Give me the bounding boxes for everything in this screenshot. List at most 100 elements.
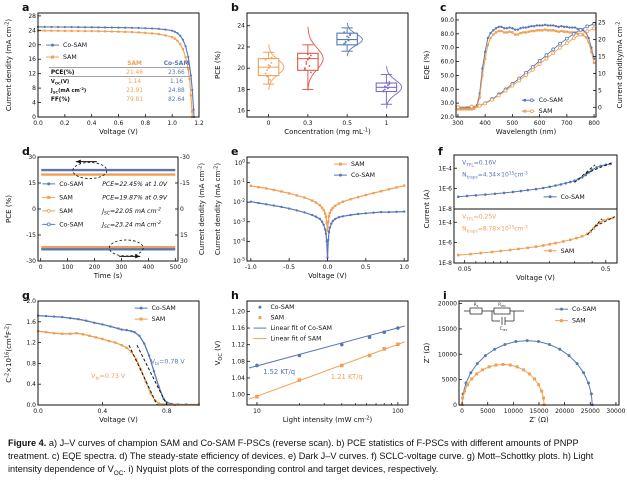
svg-text:0.5: 0.5 (342, 120, 352, 127)
panel-c-chart: c 300 400 500 600 700 800 20.0 30.0 40.0 50.0 60.0 7… (423, 1, 624, 136)
svg-text:1.52 KT/q: 1.52 KT/q (263, 368, 295, 376)
panel-d-chart: d 0 100 200 300 400 500 -30 -15 0 15 30 -30 -15 0 15 30 C… (5, 145, 206, 280)
svg-text:1.0: 1.0 (167, 120, 177, 127)
svg-text:40.0: 40.0 (441, 86, 455, 93)
svg-text:d: d (22, 145, 30, 158)
svg-text:1.00: 1.00 (232, 392, 246, 399)
svg-text:10: 10 (598, 70, 606, 77)
svg-text:SAM: SAM (63, 54, 77, 61)
svg-text:SAM: SAM (572, 318, 586, 325)
svg-text:SAM: SAM (59, 194, 73, 201)
svg-text:0.5: 0.5 (601, 266, 611, 273)
svg-text:Time (s): Time (s) (93, 272, 123, 280)
svg-text:PCE (%): PCE (%) (214, 51, 222, 79)
svg-text:JSC=22.05 mA cm-2: JSC=22.05 mA cm-2 (100, 207, 161, 217)
svg-text:70.0: 70.0 (441, 45, 455, 52)
svg-text:Voltage (V): Voltage (V) (99, 128, 138, 136)
svg-text:0: 0 (180, 206, 184, 213)
series-co-sam-integrated-j (456, 21, 596, 110)
svg-text:1.14: 1.14 (128, 79, 141, 85)
svg-text:23.66: 23.66 (168, 70, 185, 76)
svg-text:300: 300 (452, 120, 464, 127)
svg-text:Co-SAM: Co-SAM (164, 61, 190, 67)
svg-text:PCE(%): PCE(%) (51, 70, 75, 76)
svg-text:10-2: 10-2 (233, 198, 245, 206)
svg-text:Z″ (Ω): Z″ (Ω) (423, 343, 431, 364)
svg-text:5000: 5000 (442, 377, 457, 384)
svg-text:Ntraps=8.78×1015cm-3: Ntraps=8.78×1015cm-3 (462, 224, 528, 234)
svg-text:-1.0: -1.0 (245, 264, 257, 271)
svg-text:12: 12 (28, 71, 36, 78)
svg-text:Linear fit of SAM: Linear fit of SAM (270, 336, 321, 343)
svg-text:1.12: 1.12 (232, 342, 246, 349)
svg-text:0.0: 0.0 (33, 120, 43, 127)
svg-text:20: 20 (237, 65, 245, 72)
svg-text:15000: 15000 (529, 408, 548, 415)
svg-text:0: 0 (453, 402, 457, 409)
figure-caption-text: a) J–V curves of champion SAM and Co-SAM… (8, 438, 594, 477)
panel-h-chart: h 10 100 1.00 1.04 1.08 1.12 1.16 1.20 Light inte… (214, 289, 409, 424)
svg-text:1: 1 (384, 120, 388, 127)
svg-text:15: 15 (28, 180, 36, 187)
svg-text:24.88: 24.88 (168, 88, 185, 94)
svg-text:20000: 20000 (555, 408, 574, 415)
svg-text:10-3: 10-3 (233, 217, 245, 225)
svg-text:0.0: 0.0 (26, 402, 36, 409)
svg-text:PCE=22.45% at 1.0V: PCE=22.45% at 1.0V (102, 180, 168, 188)
panel-b: b 0 0.3 0.5 1 16 18 20 22 24 Concentration (mg mL-… (209, 0, 418, 144)
svg-text:4: 4 (32, 100, 36, 107)
svg-text:0.0: 0.0 (33, 408, 43, 415)
svg-text:8: 8 (32, 85, 36, 92)
panel-i: i 0 5000 10000 15000 20000 25000 30000 0 5000 1000… (418, 288, 627, 432)
svg-text:200: 200 (89, 264, 101, 271)
figure-caption-label: Figure 4. (8, 438, 47, 448)
svg-text:Vbi=0.78 V: Vbi=0.78 V (151, 358, 186, 367)
svg-text:1E-6: 1E-6 (438, 240, 452, 247)
svg-text:20.0: 20.0 (441, 114, 455, 121)
svg-text:1.04: 1.04 (232, 375, 246, 382)
series-linear-fit-of-sam (248, 341, 405, 400)
svg-text:22: 22 (237, 44, 245, 51)
svg-text:0.8: 0.8 (26, 360, 36, 367)
svg-text:C-2×1016(cm4F-2): C-2×1016(cm4F-2) (4, 323, 13, 383)
svg-text:0: 0 (460, 408, 464, 415)
svg-text:0.4: 0.4 (87, 120, 97, 127)
svg-text:Current dendity (mA cm-2): Current dendity (mA cm-2) (213, 163, 222, 255)
svg-text:16: 16 (237, 108, 245, 115)
panel-h: h 10 100 1.00 1.04 1.08 1.12 1.16 1.20 Light inte… (209, 288, 418, 432)
svg-text:Vbi=0.73 V: Vbi=0.73 V (91, 373, 126, 382)
svg-text:10000: 10000 (438, 351, 457, 358)
svg-text:c: c (440, 1, 447, 14)
panel-a-chart: a 0.0 0.2 0.4 0.6 0.8 1.0 1.2 0 4 8 12 16 20 24 28 Volta… (4, 1, 204, 136)
svg-text:24: 24 (28, 27, 36, 34)
panel-a: a 0.0 0.2 0.4 0.6 0.8 1.0 1.2 0 4 8 12 16 20 24 28 Volta… (0, 0, 209, 144)
svg-text:SAM: SAM (127, 61, 142, 67)
svg-text:0.4: 0.4 (26, 381, 36, 388)
boxplot-1 (257, 44, 285, 90)
boxplot-4 (375, 66, 403, 109)
panel-f: f 1E-4 1E-6 1E-8 Co-SAM VTFL=0.16V Ntraps=4.34… (418, 144, 627, 288)
svg-text:24: 24 (237, 23, 245, 30)
svg-text:0: 0 (32, 114, 36, 121)
svg-text:800: 800 (588, 120, 600, 127)
svg-text:Co-SAM: Co-SAM (59, 221, 83, 228)
svg-text:100: 100 (62, 264, 74, 271)
svg-text:Current (A): Current (A) (423, 189, 431, 228)
svg-text:0.3: 0.3 (303, 120, 313, 127)
svg-text:10: 10 (253, 408, 261, 415)
panel-g-chart: g 0.0 0.4 0.8 0.0 0.4 0.8 1.2 1.6 2.0 Voltage (V) C… (4, 289, 200, 424)
figure-panel-grid: a 0.0 0.2 0.4 0.6 0.8 1.0 1.2 0 4 8 12 16 20 24 28 Volta… (0, 0, 627, 432)
svg-text:f: f (438, 145, 443, 158)
svg-text:VTFL=0.25V: VTFL=0.25V (462, 214, 497, 223)
svg-text:Crec: Crec (500, 326, 508, 332)
svg-text:20: 20 (28, 42, 36, 49)
svg-text:10-4: 10-4 (233, 237, 245, 245)
svg-text:30000: 30000 (606, 408, 625, 415)
svg-text:SAM: SAM (351, 161, 365, 168)
series-co-sam (37, 25, 196, 118)
svg-text:30: 30 (28, 154, 36, 161)
svg-text:1.0: 1.0 (399, 264, 409, 271)
svg-text:JSC=23.24 mA cm-2: JSC=23.24 mA cm-2 (100, 220, 161, 230)
svg-text:Co-SAM: Co-SAM (572, 306, 596, 313)
svg-text:25000: 25000 (581, 408, 600, 415)
